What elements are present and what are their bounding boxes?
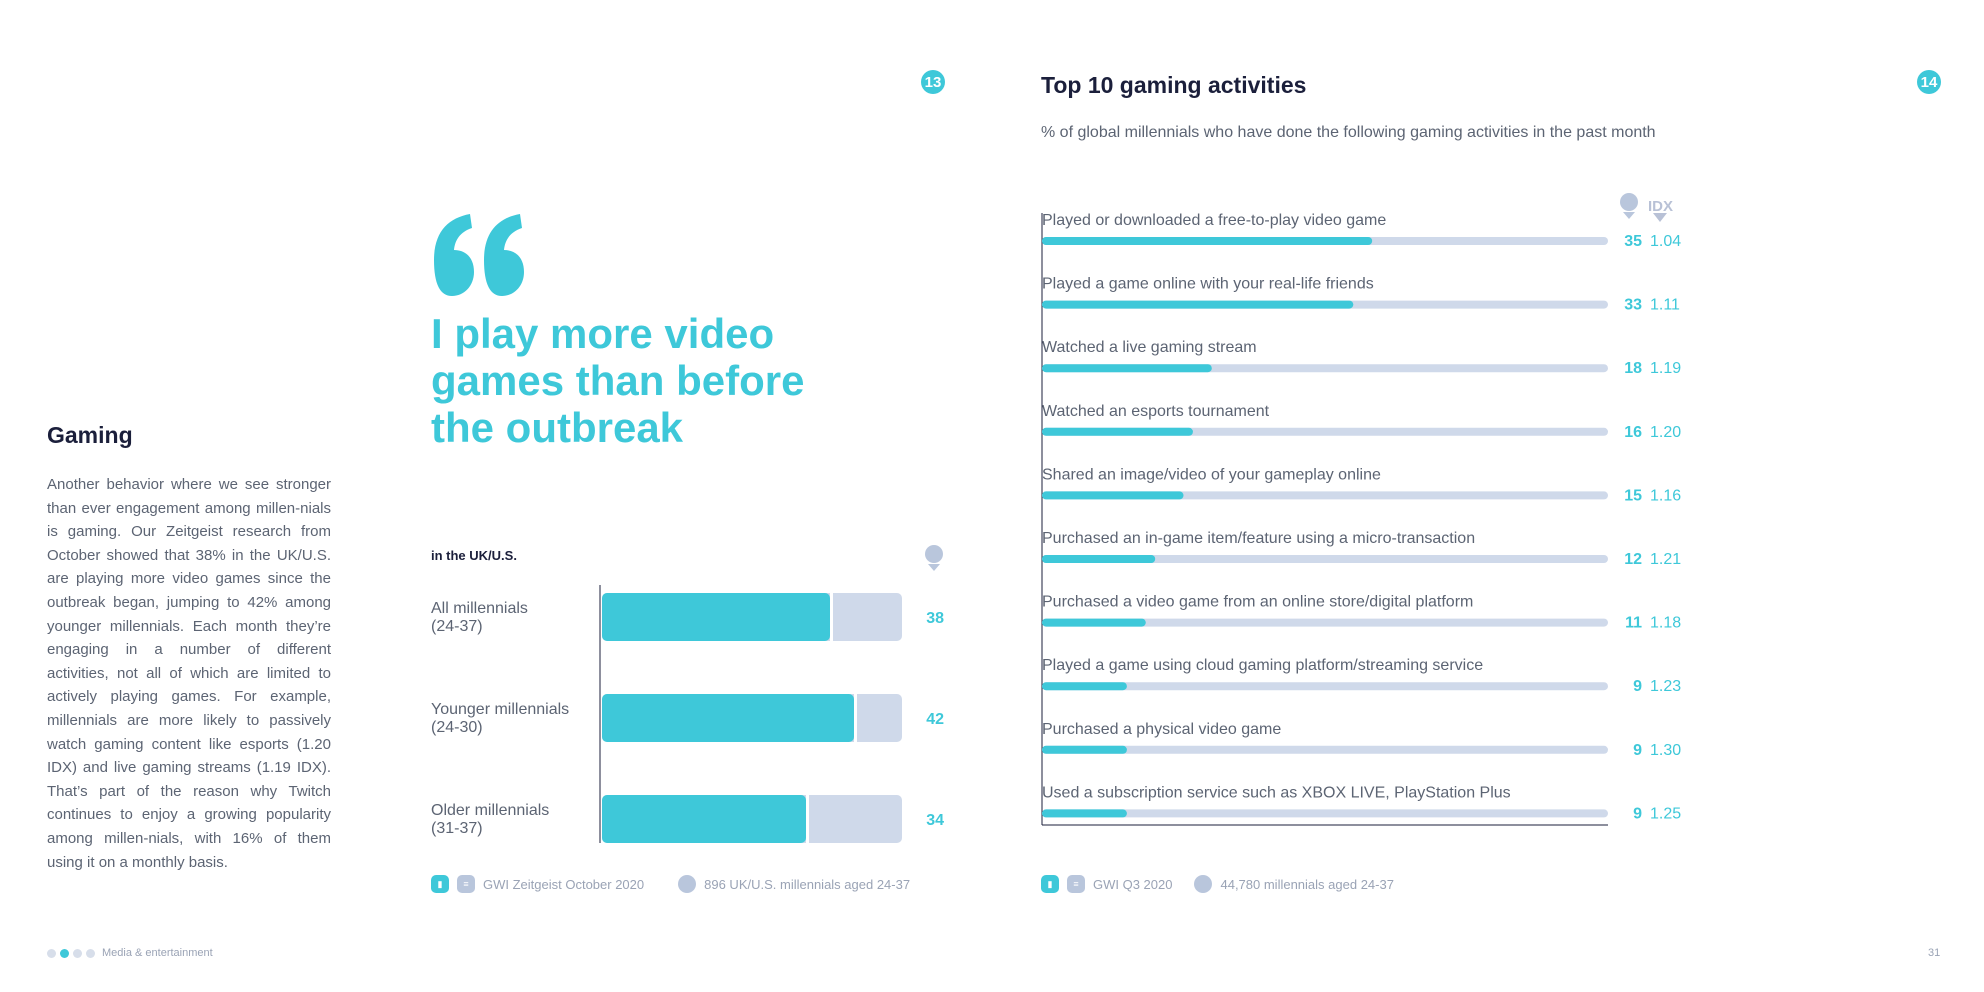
idx-label: 1.16 (1650, 487, 1681, 504)
bar-value (1042, 364, 1212, 373)
bar-divider (854, 694, 857, 742)
page-dot-active (60, 949, 69, 958)
activity-label: Watched a live gaming stream (1042, 339, 1257, 356)
source-row-right: ▮ ≡ GWI Q3 2020 44,780 millennials aged … (1041, 875, 1394, 893)
value-label: 12 (1624, 551, 1642, 568)
source-row-left: ▮ ≡ GWI Zeitgeist October 2020 896 UK/U.… (431, 875, 910, 893)
activity-label: Purchased a video game from an online st… (1042, 594, 1473, 611)
idx-label: 1.19 (1650, 360, 1681, 377)
value-label: 11 (1625, 615, 1642, 632)
bar-value (1042, 237, 1373, 245)
sample-text: 44,780 millennials aged 24-37 (1220, 876, 1394, 892)
quote-mark-icon (434, 214, 524, 296)
idx-label: 1.23 (1650, 678, 1681, 695)
page-badge-14: 14 (1917, 70, 1941, 94)
value-label: 42 (926, 711, 944, 728)
chart-icon: ▮ (431, 875, 449, 893)
gaming-body-text: Another behavior where we see stronger t… (47, 476, 331, 871)
millennials-bar-chart: All millennials (24-37) 38 Younger millenni… (431, 585, 944, 843)
value-label: 9 (1633, 742, 1642, 759)
sample-icon (678, 875, 697, 893)
quote-headline: I play more video games than before the … (431, 310, 805, 451)
activity-label: Played or downloaded a free-to-play vide… (1042, 212, 1386, 229)
category-label-line: (24-30) (431, 719, 483, 736)
category-label: Older millennials (31-37) (431, 802, 549, 837)
category-label: Younger millennials (24-30) (431, 701, 569, 736)
region-label: in the UK/U.S. (431, 548, 517, 563)
value-label: 33 (1624, 297, 1642, 314)
activity-label: Played a game using cloud gaming platfor… (1042, 657, 1483, 674)
page-dot (47, 949, 56, 958)
bar-track (1042, 682, 1608, 691)
bar-track (1042, 809, 1608, 818)
source-text: GWI Q3 2020 (1093, 876, 1173, 892)
bar-value (1042, 745, 1127, 754)
bar-track (1042, 745, 1608, 754)
bar-divider (830, 593, 833, 641)
value-label: 18 (1624, 360, 1642, 377)
source-text: GWI Zeitgeist October 2020 (483, 876, 645, 892)
idx-label: 1.25 (1650, 805, 1681, 822)
bar-value (1042, 491, 1184, 500)
value-label: 16 (1624, 424, 1642, 441)
sample-text: 896 UK/U.S. millennials aged 24-37 (704, 876, 911, 892)
footer-page-number: 31 (1928, 947, 1941, 959)
value-label: 9 (1633, 805, 1642, 822)
gaming-heading: Gaming (47, 422, 133, 448)
idx-label: 1.21 (1650, 551, 1681, 568)
top10-heading: Top 10 gaming activities (1041, 72, 1307, 98)
activity-label: Shared an image/video of your gameplay o… (1042, 466, 1381, 483)
bar-value (1042, 809, 1127, 818)
chart-icon: ▮ (1041, 875, 1059, 893)
category-label-line: All millennials (431, 600, 528, 617)
bar-value (602, 795, 806, 843)
idx-column-header: IDX (1648, 198, 1674, 215)
idx-label: 1.11 (1650, 297, 1680, 314)
source-icon: ≡ (457, 875, 475, 893)
category-label-line: (24-37) (431, 618, 483, 635)
category-label: All millennials (24-37) (431, 600, 528, 635)
footer-section-label: Media & entertainment (102, 947, 213, 959)
category-label-line: Older millennials (431, 802, 549, 819)
bar-value (602, 694, 854, 742)
idx-label: 1.04 (1650, 233, 1681, 250)
bar-value (1042, 427, 1193, 436)
triangle-down-icon (1653, 213, 1667, 222)
location-pin-icon (925, 545, 943, 571)
bar-value (1042, 555, 1156, 563)
bar-track (1042, 555, 1608, 563)
bar-value (1042, 618, 1146, 627)
page-indicator-dots (47, 949, 95, 958)
location-pin-icon (1620, 193, 1638, 219)
category-label-line: Younger millennials (431, 701, 569, 718)
top10-subtitle: % of global millennials who have done th… (1041, 124, 1656, 141)
value-label: 34 (926, 812, 944, 829)
top10-bar-chart: Played or downloaded a free-to-play vide… (1041, 212, 1681, 826)
sample-icon (1194, 875, 1213, 893)
idx-label: 1.18 (1650, 615, 1681, 632)
source-icon: ≡ (1067, 875, 1085, 893)
value-label: 15 (1624, 487, 1642, 504)
value-label: 38 (926, 610, 944, 627)
idx-label: 1.20 (1650, 424, 1681, 441)
activity-label: Used a subscription service such as XBOX… (1042, 784, 1511, 801)
activity-label: Purchased a physical video game (1042, 721, 1281, 738)
bar-value (602, 593, 830, 641)
value-label: 35 (1624, 233, 1642, 250)
category-label-line: (31-37) (431, 820, 483, 837)
bar-value (1042, 300, 1354, 309)
page-badge-13: 13 (921, 70, 945, 94)
bar-divider (806, 795, 809, 843)
bar-value (1042, 682, 1127, 691)
activity-label: Purchased an in-game item/feature using … (1042, 530, 1475, 547)
value-label: 9 (1633, 678, 1642, 695)
page-dot (86, 949, 95, 958)
idx-label: 1.30 (1650, 742, 1681, 759)
bar-track (1042, 618, 1608, 627)
activity-label: Watched an esports tournament (1042, 403, 1270, 420)
activity-label: Played a game online with your real-life… (1042, 276, 1374, 293)
bar-track (1042, 491, 1608, 500)
page-dot (73, 949, 82, 958)
